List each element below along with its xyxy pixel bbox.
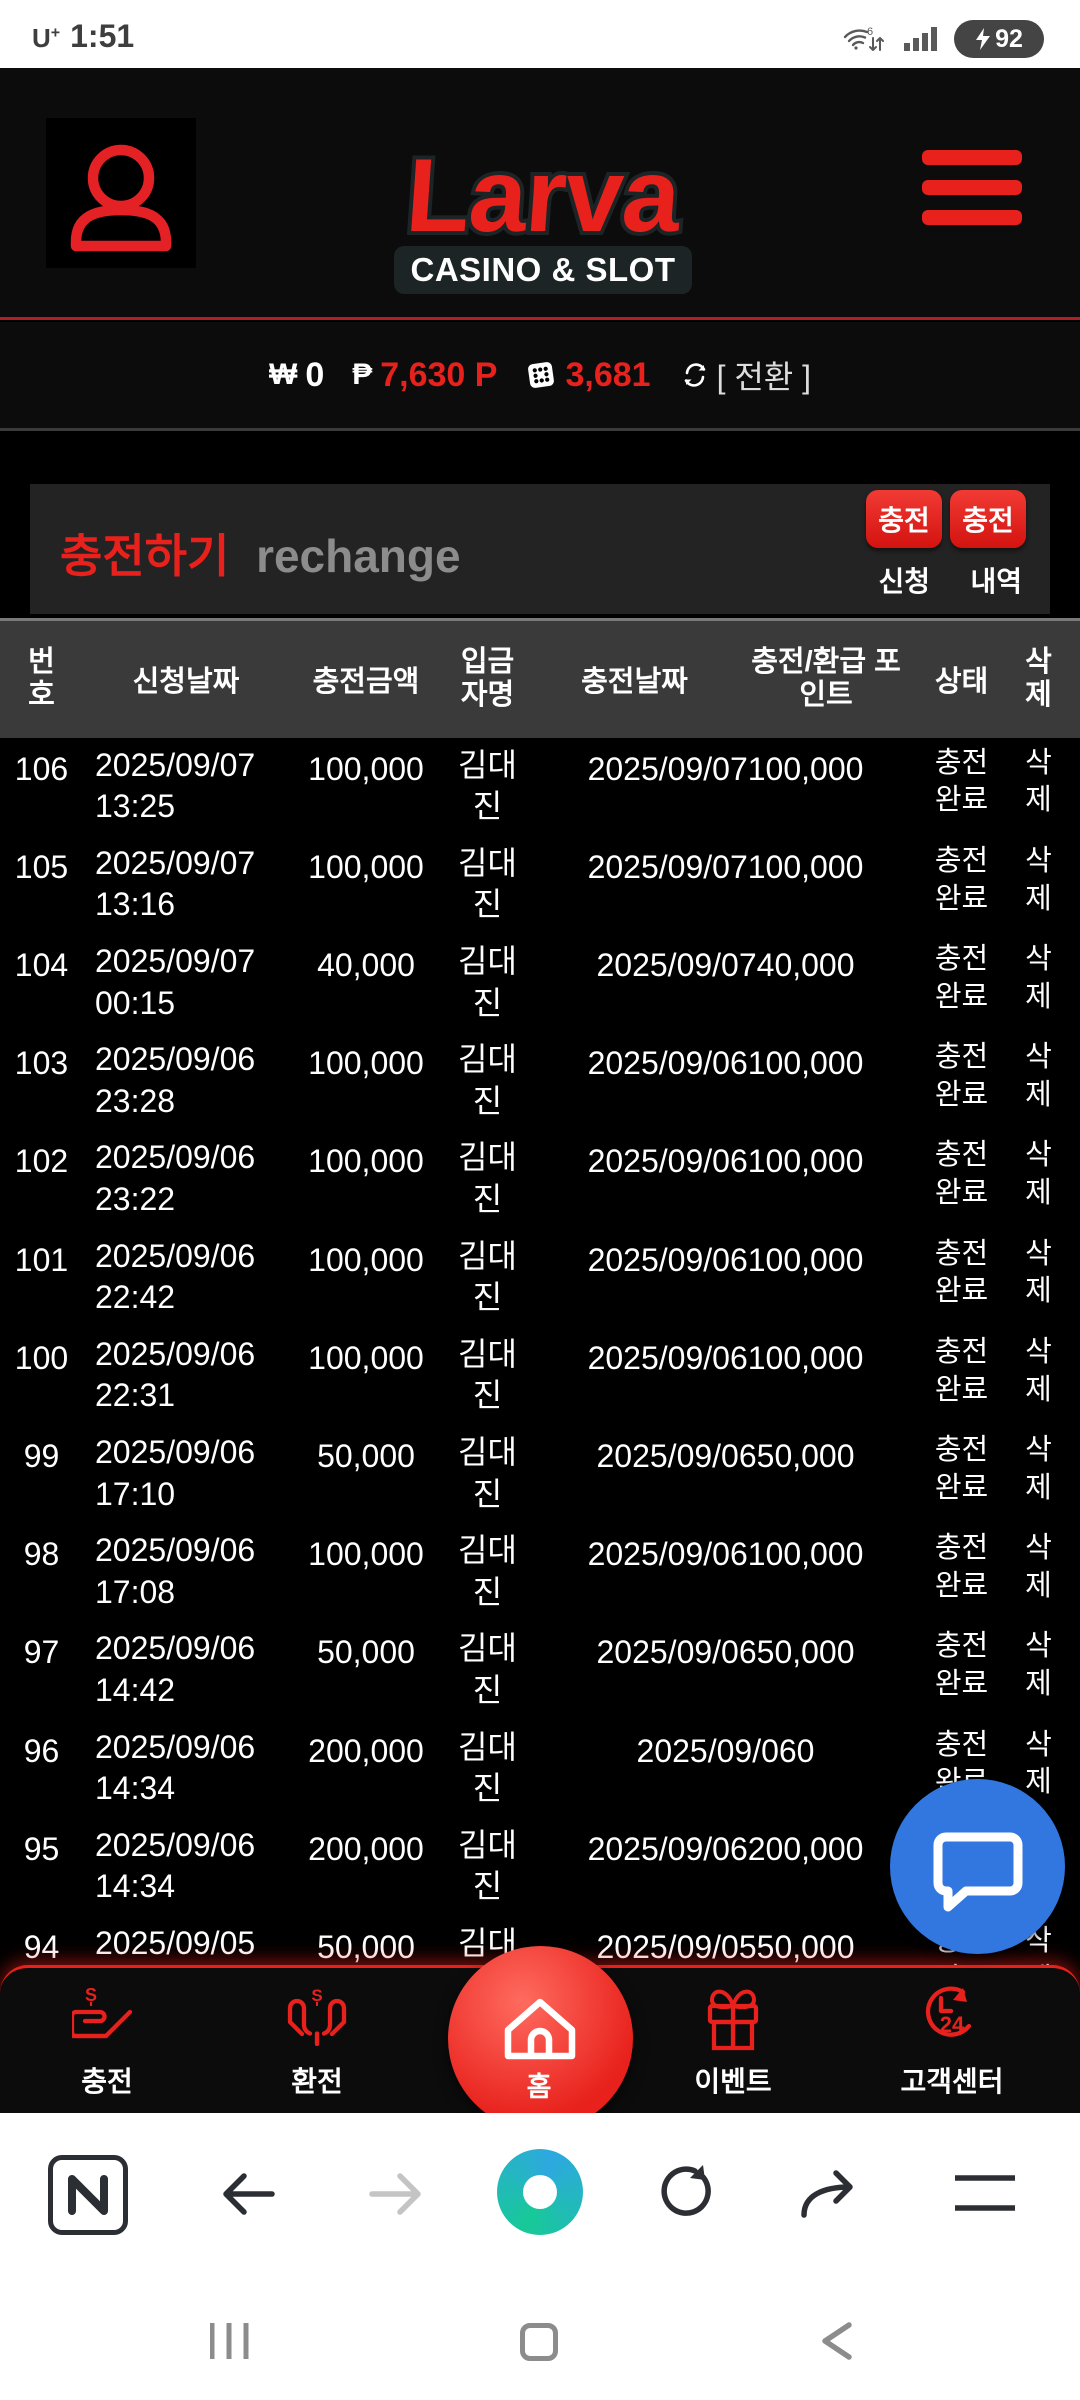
svg-text:6: 6: [867, 26, 873, 38]
svg-text:24: 24: [940, 2012, 965, 2037]
